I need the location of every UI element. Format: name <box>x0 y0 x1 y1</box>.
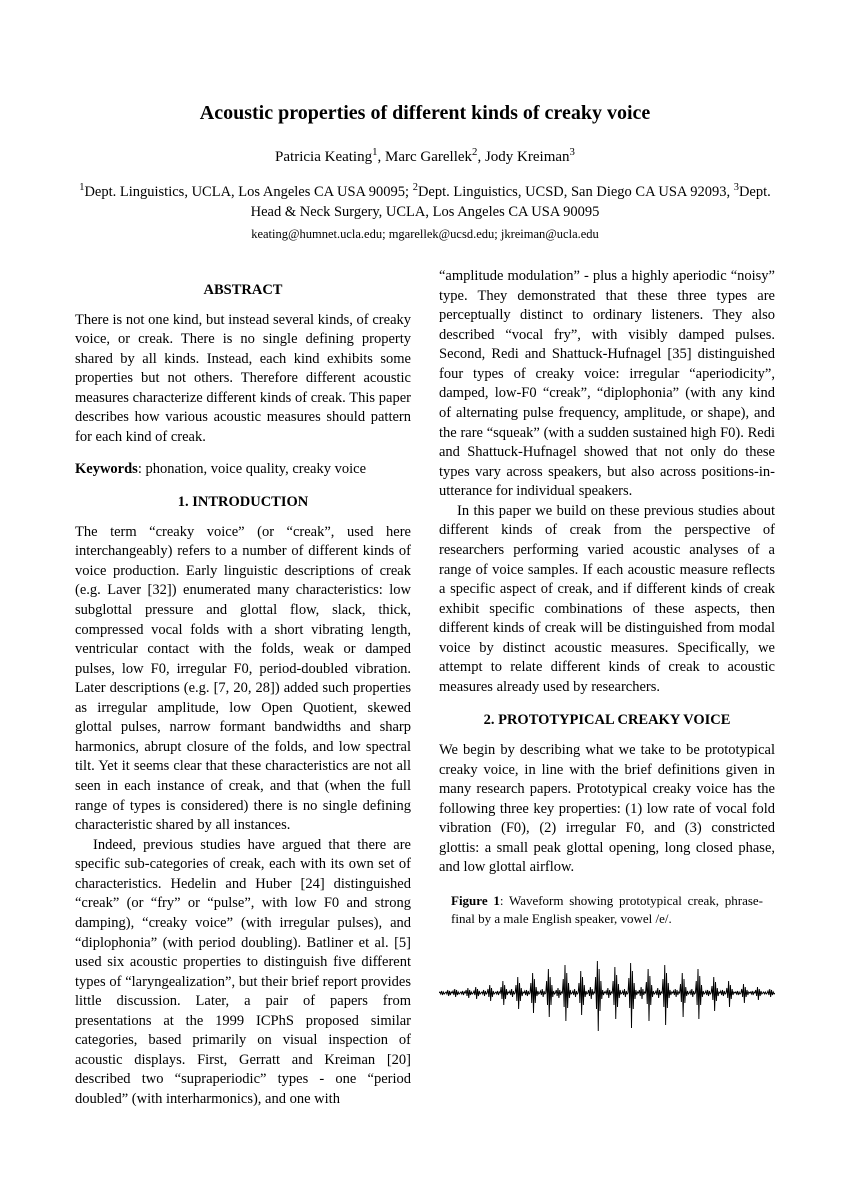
authors-line: Patricia Keating1, Marc Garellek2, Jody … <box>75 145 775 167</box>
figure-1-label: Figure 1 <box>451 893 500 908</box>
keywords-label: Keywords <box>75 461 138 477</box>
emails-line: keating@humnet.ucla.edu; mgarellek@ucsd.… <box>75 226 775 243</box>
keywords-line: Keywords: phonation, voice quality, crea… <box>75 460 411 480</box>
section-2-paragraph-1: We begin by describing what we take to b… <box>439 741 775 878</box>
intro-paragraph-1: The term “creaky voice” (or “creak”, use… <box>75 523 411 836</box>
section-2-heading: 2. PROTOTYPICAL CREAKY VOICE <box>439 711 775 731</box>
abstract-heading: ABSTRACT <box>75 281 411 301</box>
paper-title: Acoustic properties of different kinds o… <box>75 100 775 127</box>
col2-paragraph-1: “amplitude modulation” - plus a highly a… <box>439 267 775 502</box>
figure-1-waveform <box>439 933 775 1048</box>
left-column: ABSTRACT There is not one kind, but inst… <box>75 267 411 1110</box>
right-column: “amplitude modulation” - plus a highly a… <box>439 267 775 1110</box>
keywords-text: : phonation, voice quality, creaky voice <box>138 461 366 477</box>
col2-paragraph-2: In this paper we build on these previous… <box>439 502 775 698</box>
waveform-svg <box>439 933 775 1048</box>
affiliations-line: 1Dept. Linguistics, UCLA, Los Angeles CA… <box>75 181 775 222</box>
intro-paragraph-2: Indeed, previous studies have argued tha… <box>75 836 411 1110</box>
figure-1-caption: Figure 1: Waveform showing prototypical … <box>451 892 763 927</box>
two-column-body: ABSTRACT There is not one kind, but inst… <box>75 267 775 1110</box>
waveform-trace <box>439 961 775 1031</box>
abstract-text: There is not one kind, but instead sever… <box>75 311 411 448</box>
section-1-heading: 1. INTRODUCTION <box>75 493 411 513</box>
